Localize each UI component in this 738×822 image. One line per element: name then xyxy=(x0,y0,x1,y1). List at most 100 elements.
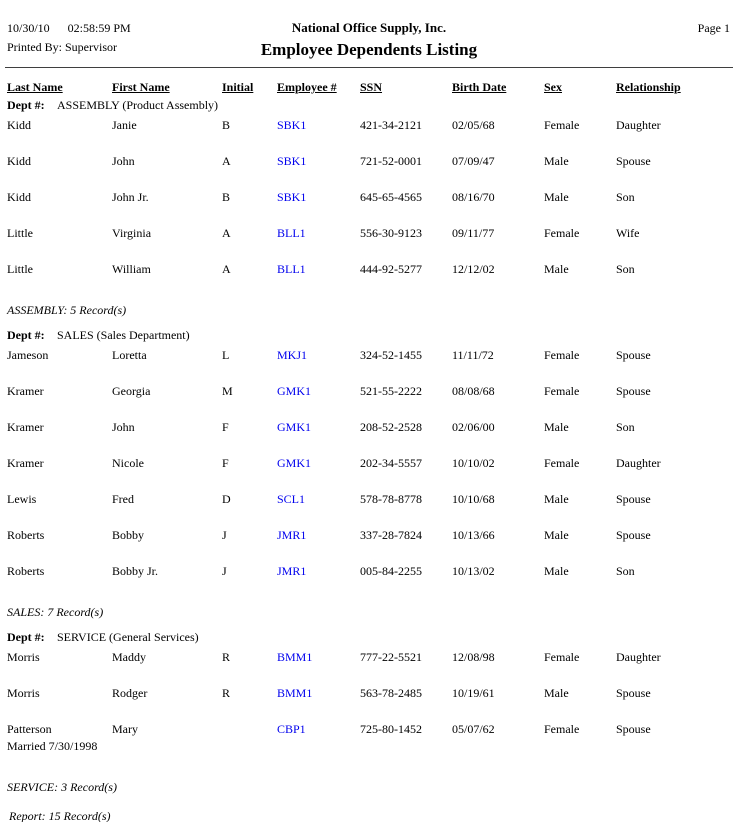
cell-relationship: Spouse xyxy=(616,384,651,398)
department-section: Dept #: SERVICE (General Services) Morri… xyxy=(0,630,738,795)
cell-birth-date: 12/08/98 xyxy=(452,650,495,664)
cell-initial: F xyxy=(222,420,229,434)
cell-relationship: Son xyxy=(616,420,635,434)
cell-first-name: Rodger xyxy=(112,686,148,700)
employee-number-link[interactable]: SCL1 xyxy=(277,492,306,506)
column-header-employee-num: Employee # xyxy=(277,80,337,94)
cell-birth-date: 02/06/00 xyxy=(452,420,495,434)
employee-number-link[interactable]: MKJ1 xyxy=(277,348,308,362)
cell-sex: Female xyxy=(544,456,580,470)
section-summary: SALES: 7 Record(s) xyxy=(7,605,104,619)
cell-relationship: Son xyxy=(616,564,635,578)
page-number: Page 1 xyxy=(697,21,730,35)
cell-initial: R xyxy=(222,650,231,664)
cell-last-name: Little xyxy=(7,226,33,240)
column-header-ssn: SSN xyxy=(360,80,383,94)
employee-number-link[interactable]: GMK1 xyxy=(277,384,312,398)
department-header-row: Dept #: SALES (Sales Department) xyxy=(0,328,738,343)
department-name: SERVICE (General Services) xyxy=(57,630,199,644)
cell-sex: Male xyxy=(544,686,569,700)
cell-last-name: Roberts xyxy=(7,528,45,542)
cell-last-name: Morris xyxy=(7,650,40,664)
cell-birth-date: 11/11/72 xyxy=(452,348,494,362)
header-divider xyxy=(5,67,733,68)
employee-number-link[interactable]: GMK1 xyxy=(277,456,312,470)
cell-birth-date: 05/07/62 xyxy=(452,722,495,736)
cell-last-name: Kidd xyxy=(7,118,31,132)
cell-initial: F xyxy=(222,456,229,470)
cell-birth-date: 02/05/68 xyxy=(452,118,495,132)
dependent-row: Lewis Fred D SCL1 578-78-8778 10/10/68 M… xyxy=(0,492,738,507)
cell-birth-date: 08/08/68 xyxy=(452,384,495,398)
cell-sex: Female xyxy=(544,348,580,362)
department-name: SALES (Sales Department) xyxy=(57,328,190,342)
cell-relationship: Spouse xyxy=(616,722,651,736)
cell-last-name: Jameson xyxy=(7,348,49,362)
department-label: Dept #: xyxy=(7,328,45,342)
cell-initial: B xyxy=(222,118,231,132)
cell-birth-date: 10/10/02 xyxy=(452,456,495,470)
cell-relationship: Son xyxy=(616,262,635,276)
cell-ssn: 563-78-2485 xyxy=(360,686,422,700)
dependent-row: Roberts Bobby Jr. J JMR1 005-84-2255 10/… xyxy=(0,564,738,579)
dependent-row: Kidd John Jr. B SBK1 645-65-4565 08/16/7… xyxy=(0,190,738,205)
employee-number-link[interactable]: BLL1 xyxy=(277,262,306,276)
row-note: Married 7/30/1998 xyxy=(7,739,98,753)
cell-ssn: 721-52-0001 xyxy=(360,154,422,168)
cell-birth-date: 10/13/02 xyxy=(452,564,495,578)
cell-sex: Female xyxy=(544,384,580,398)
dependent-row: Jameson Loretta L MKJ1 324-52-1455 11/11… xyxy=(0,348,738,363)
employee-number-link[interactable]: GMK1 xyxy=(277,420,312,434)
report-summary: Report: 15 Record(s) xyxy=(9,809,111,822)
cell-initial: A xyxy=(222,154,231,168)
employee-number-link[interactable]: SBK1 xyxy=(277,190,307,204)
section-rows: Morris Maddy R BMM1 777-22-5521 12/08/98… xyxy=(0,650,738,754)
print-datetime: 10/30/10 02:58:59 PM xyxy=(7,21,131,36)
employee-number-link[interactable]: BMM1 xyxy=(277,650,313,664)
dependent-row: Kramer Nicole F GMK1 202-34-5557 10/10/0… xyxy=(0,456,738,471)
cell-ssn: 777-22-5521 xyxy=(360,650,422,664)
cell-first-name: Loretta xyxy=(112,348,147,362)
cell-relationship: Daughter xyxy=(616,118,661,132)
employee-number-link[interactable]: SBK1 xyxy=(277,154,307,168)
cell-last-name: Morris xyxy=(7,686,40,700)
company-name: National Office Supply, Inc. xyxy=(291,20,447,35)
cell-last-name: Lewis xyxy=(7,492,37,506)
cell-first-name: William xyxy=(112,262,151,276)
cell-relationship: Spouse xyxy=(616,154,651,168)
dependent-row: Roberts Bobby J JMR1 337-28-7824 10/13/6… xyxy=(0,528,738,543)
column-header-first-name: First Name xyxy=(112,80,170,94)
dependent-row: Kidd Janie B SBK1 421-34-2121 02/05/68 F… xyxy=(0,118,738,133)
dependent-row: Kramer John F GMK1 208-52-2528 02/06/00 … xyxy=(0,420,738,435)
dependent-row: Kidd John A SBK1 721-52-0001 07/09/47 Ma… xyxy=(0,154,738,169)
employee-number-link[interactable]: JMR1 xyxy=(277,564,307,578)
department-header-row: Dept #: ASSEMBLY (Product Assembly) xyxy=(0,98,738,113)
department-section: Dept #: SALES (Sales Department) Jameson… xyxy=(0,328,738,620)
cell-sex: Male xyxy=(544,262,569,276)
cell-ssn: 208-52-2528 xyxy=(360,420,422,434)
department-label: Dept #: xyxy=(7,630,45,644)
dependent-row: Morris Rodger R BMM1 563-78-2485 10/19/6… xyxy=(0,686,738,701)
cell-first-name: Bobby Jr. xyxy=(112,564,159,578)
employee-number-link[interactable]: SBK1 xyxy=(277,118,307,132)
cell-ssn: 202-34-5557 xyxy=(360,456,422,470)
department-header-row: Dept #: SERVICE (General Services) xyxy=(0,630,738,645)
cell-ssn: 645-65-4565 xyxy=(360,190,422,204)
employee-number-link[interactable]: BLL1 xyxy=(277,226,306,240)
cell-first-name: John Jr. xyxy=(112,190,149,204)
section-rows: Kidd Janie B SBK1 421-34-2121 02/05/68 F… xyxy=(0,118,738,277)
employee-number-link[interactable]: BMM1 xyxy=(277,686,313,700)
cell-first-name: Nicole xyxy=(112,456,144,470)
cell-first-name: Janie xyxy=(112,118,137,132)
cell-sex: Male xyxy=(544,154,569,168)
cell-relationship: Spouse xyxy=(616,528,651,542)
employee-number-link[interactable]: CBP1 xyxy=(277,722,306,736)
employee-number-link[interactable]: JMR1 xyxy=(277,528,307,542)
cell-first-name: John xyxy=(112,420,135,434)
dependent-row: Morris Maddy R BMM1 777-22-5521 12/08/98… xyxy=(0,650,738,665)
column-header-initial: Initial xyxy=(222,80,254,94)
cell-last-name: Little xyxy=(7,262,33,276)
cell-sex: Male xyxy=(544,420,569,434)
cell-relationship: Daughter xyxy=(616,456,661,470)
